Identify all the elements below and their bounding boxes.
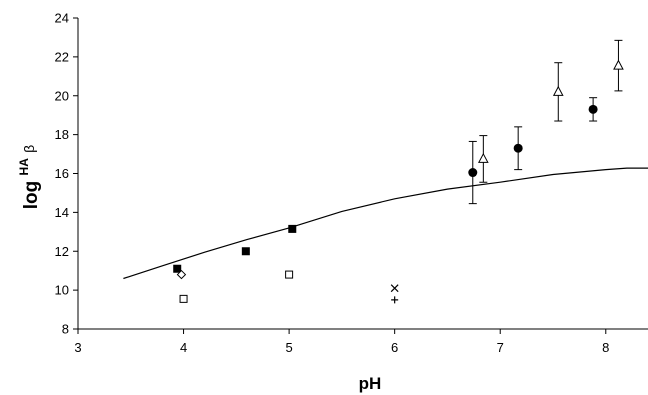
axes [73, 17, 648, 334]
data-point-open-triangle [552, 85, 564, 96]
x-axis-title: pH [359, 374, 382, 393]
x-tick-label: 5 [285, 340, 292, 355]
data-point-open-diamond [176, 269, 187, 280]
y-axis-title-main: log [21, 181, 42, 210]
model-curve [123, 167, 648, 280]
x-tick-label: 6 [391, 340, 398, 355]
data-point-filled-square [241, 247, 250, 256]
tick-labels: 8 10 12 14 16 18 20 22 24 3 4 5 6 7 8 [55, 11, 610, 356]
data-point-filled-circle [468, 168, 478, 178]
y-axis-title-sup: HA [17, 158, 31, 176]
y-tick-label: 14 [55, 205, 69, 220]
data-point-filled-circle [588, 104, 598, 114]
y-tick-label: 16 [55, 166, 69, 181]
error-bars [468, 39, 623, 205]
data-point-plus [391, 296, 399, 304]
y-tick-label: 10 [55, 283, 69, 298]
x-tick-label: 4 [180, 340, 187, 355]
data-point-open-square [285, 270, 294, 279]
curve-layer [123, 167, 648, 280]
y-tick-label: 8 [62, 322, 69, 337]
y-tick-label: 12 [55, 244, 69, 259]
data-point-cross [390, 284, 399, 293]
data-point-filled-square [173, 264, 182, 273]
y-tick-label: 18 [55, 127, 69, 142]
y-tick-label: 24 [55, 11, 69, 26]
y-axis-title: log HA β [12, 145, 42, 209]
data-point-open-triangle [613, 59, 624, 70]
data-point-filled-circle [513, 143, 523, 153]
y-tick-label: 22 [55, 49, 69, 64]
data-point-filled-square [288, 224, 297, 233]
data-point-open-square [179, 294, 188, 303]
markers [173, 59, 624, 304]
y-tick-label: 20 [55, 88, 69, 103]
x-tick-label: 3 [74, 340, 81, 355]
x-tick-label: 7 [497, 340, 504, 355]
y-axis-title-sub: β [21, 145, 37, 153]
x-tick-label: 8 [602, 340, 609, 355]
data-point-open-triangle [478, 152, 489, 163]
